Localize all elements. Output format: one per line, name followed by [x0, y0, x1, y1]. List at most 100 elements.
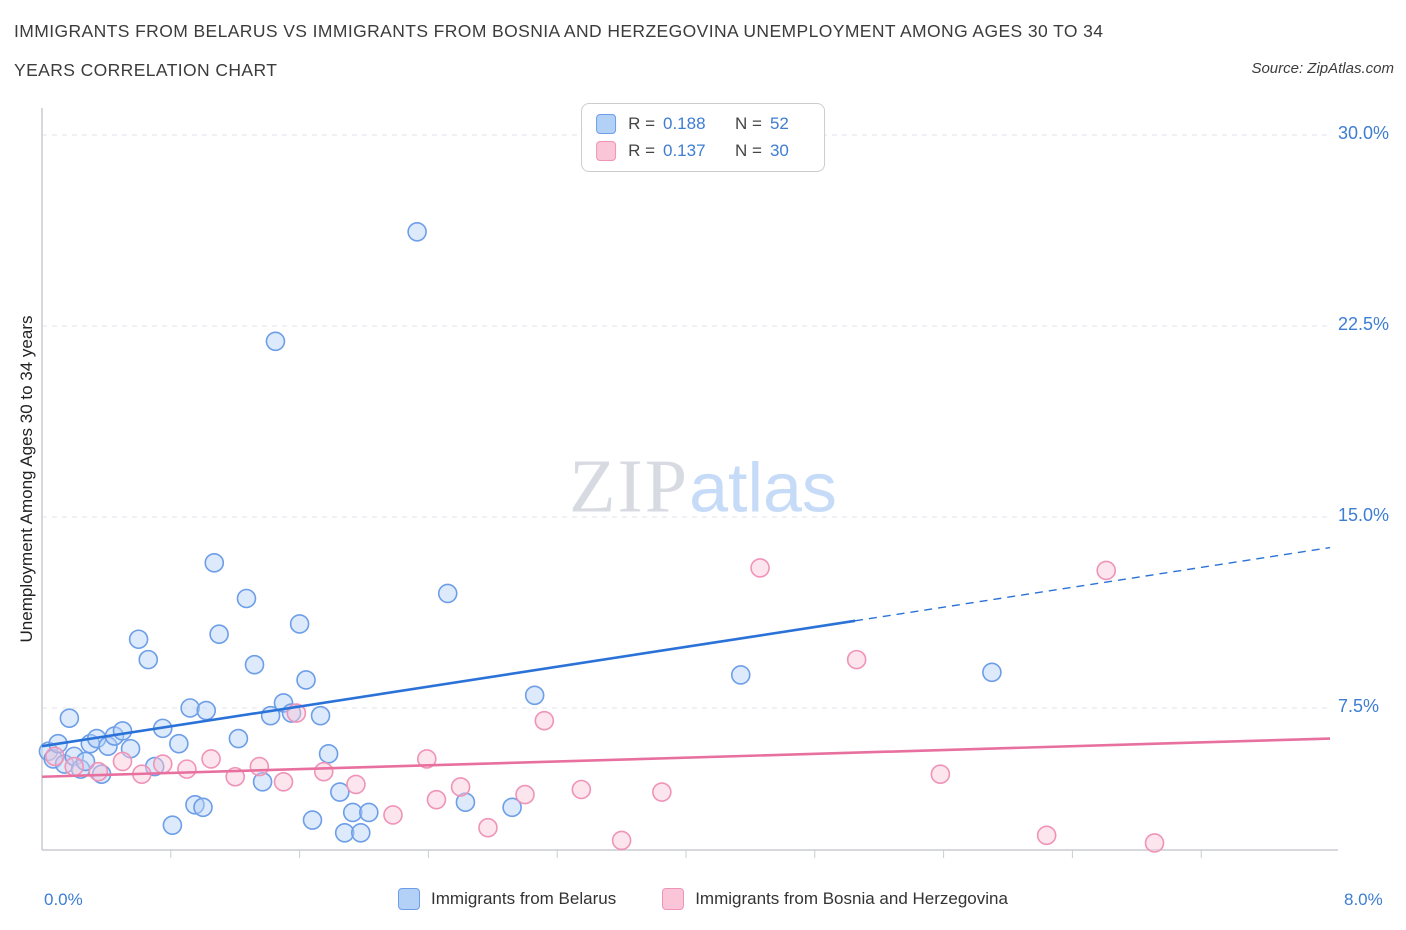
bosnia-point — [1096, 560, 1117, 581]
bosnia-point — [313, 761, 334, 782]
legend-row-bosnia: R = 0.137 N = 30 — [596, 141, 804, 161]
belarus-point — [138, 649, 159, 670]
watermark: ZIPatlas — [569, 444, 837, 531]
bosnia-point — [1036, 825, 1057, 846]
belarus-point — [342, 802, 363, 823]
bottom-legend-item-bosnia: Immigrants from Bosnia and Herzegovina — [662, 888, 1008, 910]
belarus-point — [169, 733, 189, 754]
belarus-point — [330, 782, 350, 802]
belarus-legend-label: Immigrants from Belarus — [431, 889, 617, 908]
trend-line-belarus — [41, 619, 856, 748]
n-value-bosnia: 30 — [769, 141, 789, 160]
bosnia-point — [750, 558, 770, 578]
trend-line-extension-belarus — [854, 546, 1331, 622]
y-axis-label: Unemployment Among Ages 30 to 34 years — [17, 315, 36, 643]
belarus-point — [59, 708, 80, 728]
bosnia-point — [478, 817, 498, 838]
belarus-legend-swatch — [398, 888, 421, 910]
belarus-point — [236, 588, 257, 609]
belarus-point — [502, 797, 522, 818]
bosnia-point — [152, 754, 173, 774]
belarus-point — [310, 705, 331, 726]
bosnia-point — [1144, 833, 1165, 853]
source-label: Source: ZipAtlas.com — [1251, 60, 1394, 77]
belarus-point — [75, 751, 96, 772]
belarus-point — [359, 802, 379, 823]
y-tick-label: 30.0% — [1338, 123, 1390, 143]
bottom-legend-item-belarus: Immigrants from Belarus — [398, 888, 616, 910]
bosnia-point — [112, 751, 133, 772]
belarus-point — [180, 698, 200, 718]
bosnia-point — [450, 777, 471, 797]
bosnia-point — [88, 761, 109, 782]
n-label: N = — [735, 141, 762, 160]
r-value-belarus: 0.188 — [663, 114, 706, 133]
belarus-point — [204, 553, 225, 573]
page-title-line1: IMMIGRANTS FROM BELARUS VS IMMIGRANTS FR… — [14, 21, 1104, 41]
watermark-zip: ZIP — [569, 444, 690, 529]
belarus-point — [437, 583, 458, 604]
bosnia-point — [177, 759, 197, 779]
bosnia-point — [383, 805, 403, 825]
r-label: R = — [628, 114, 655, 133]
belarus-point — [289, 614, 310, 634]
belarus-point — [265, 331, 286, 352]
belarus-point — [112, 721, 133, 741]
belarus-point — [524, 685, 545, 706]
y-tick-label: 15.0% — [1338, 505, 1390, 525]
legend-box: R = 0.188 N = 52 R = 0.137 N = 30 — [581, 103, 825, 172]
y-tick-label: 7.5% — [1338, 696, 1380, 716]
x-axis-min-label: 0.0% — [44, 890, 83, 909]
belarus-point — [244, 654, 265, 675]
bottom-legend: Immigrants from Belarus Immigrants from … — [0, 888, 1406, 910]
belarus-point — [350, 822, 371, 843]
bosnia-legend-label: Immigrants from Bosnia and Herzegovina — [695, 889, 1008, 908]
bosnia-point — [534, 710, 555, 731]
bosnia-point — [426, 789, 447, 810]
belarus-point — [982, 662, 1002, 683]
bosnia-point — [64, 756, 84, 777]
belarus-point — [334, 822, 355, 843]
bosnia-swatch — [596, 141, 617, 161]
bosnia-point — [201, 749, 221, 769]
belarus-point — [162, 815, 183, 835]
r-value-bosnia: 0.137 — [663, 141, 706, 160]
bosnia-point — [571, 779, 592, 800]
page-title-line2: YEARS CORRELATION CHART — [14, 60, 278, 80]
belarus-point — [128, 629, 149, 650]
belarus-point — [228, 728, 249, 749]
belarus-point — [209, 624, 229, 644]
bosnia-point — [846, 649, 867, 670]
bosnia-point — [515, 784, 535, 805]
belarus-point — [193, 797, 213, 818]
belarus-point — [302, 810, 323, 830]
bosnia-point — [346, 774, 366, 795]
n-value-belarus: 52 — [769, 114, 789, 133]
n-label: N = — [735, 114, 762, 133]
watermark-atlas: atlas — [689, 448, 837, 527]
bosnia-point — [416, 749, 437, 769]
bosnia-legend-swatch — [662, 888, 685, 910]
x-axis-max-label: 8.0% — [1344, 890, 1383, 909]
belarus-point — [252, 772, 273, 792]
y-tick-label: 22.5% — [1338, 314, 1390, 334]
belarus-point — [196, 700, 217, 721]
belarus-point — [407, 221, 427, 242]
trend-line-bosnia — [41, 737, 1331, 779]
belarus-point — [296, 670, 316, 690]
bosnia-point — [249, 756, 270, 777]
bosnia-point — [273, 772, 294, 792]
bosnia-point — [611, 830, 632, 851]
belarus-point — [318, 744, 339, 764]
bosnia-point — [45, 746, 65, 767]
page-title: IMMIGRANTS FROM BELARUS VS IMMIGRANTS FR… — [14, 12, 1103, 90]
belarus-point — [730, 665, 751, 685]
bosnia-point — [930, 764, 951, 785]
r-label: R = — [628, 141, 655, 160]
belarus-point — [455, 792, 476, 813]
belarus-swatch — [596, 114, 617, 134]
bosnia-point — [652, 782, 672, 802]
legend-row-belarus: R = 0.188 N = 52 — [596, 114, 804, 134]
